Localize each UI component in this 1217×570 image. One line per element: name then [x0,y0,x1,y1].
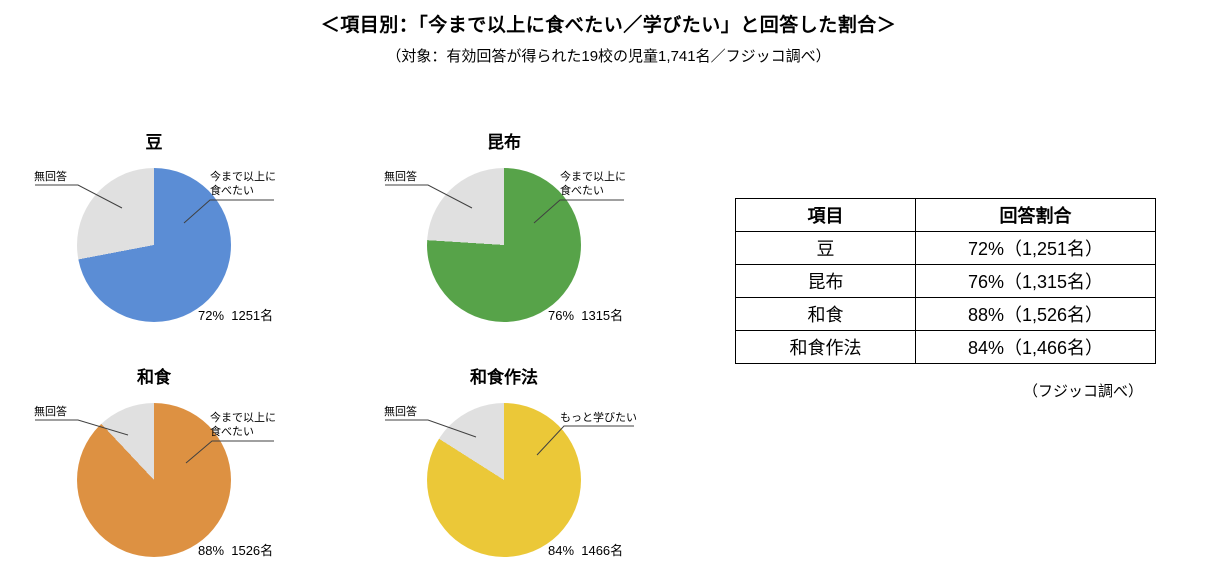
cell-item: 昆布 [735,264,916,298]
page-title: ＜項目別：「今まで以上に食べたい／学びたい」と回答した割合＞ [320,15,897,36]
header-rate: 回答割合 [915,198,1156,232]
stat-label: 84% 1466名 [548,543,624,558]
header: ＜項目別：「今まで以上に食べたい／学びたい」と回答した割合＞ （対象：有効回答が… [0,10,1217,66]
no-answer-label: 無回答 [34,171,67,183]
chart-title: 和食作法 [470,368,538,387]
table-header-row: 項目 回答割合 [735,198,1156,232]
cell-rate: 88%（1,526名） [915,297,1156,331]
pie [77,168,231,322]
stat-label: 76% 1315名 [548,308,624,323]
main-slice-label: 今まで以上に 食べたい [210,171,276,197]
cell-item: 和食作法 [735,330,916,364]
cell-rate: 72%（1,251名） [915,231,1156,265]
chart-title: 豆 [145,133,163,152]
main-slice-label: 今まで以上に 食べたい [210,412,276,438]
summary-table: 項目 回答割合 豆 72%（1,251名） 昆布 76%（1,315名） 和食 … [735,198,1156,364]
main-slice-label: 今まで以上に 食べたい [560,171,626,197]
page-subtitle: （対象：有効回答が得られた19校の児童1,741名／フジッコ調べ） [386,48,831,65]
table-row: 和食作法 84%（1,466名） [735,330,1156,364]
main-slice-label: もっと学びたい [560,412,637,424]
pie [427,168,581,322]
header-item: 項目 [735,198,916,232]
cell-item: 和食 [735,297,916,331]
table-row: 豆 72%（1,251名） [735,231,1156,265]
pie [427,403,581,557]
chart-title: 昆布 [487,133,521,152]
pie-chart-washoku: 和食 無回答 今まで以上に 食べたい 88% 1526名 [22,363,332,570]
cell-rate: 84%（1,466名） [915,330,1156,364]
stat-label: 72% 1251名 [198,308,274,323]
pie-chart-washoku-manners: 和食作法 無回答 もっと学びたい 84% 1466名 [372,363,682,570]
pie-chart-kombu: 昆布 無回答 今まで以上に 食べたい 76% 1315名 [372,128,682,350]
table-row: 昆布 76%（1,315名） [735,264,1156,298]
pie [77,403,231,557]
table-footnote: （フジッコ調べ） [1022,383,1143,400]
stat-label: 88% 1526名 [198,543,274,558]
table-row: 和食 88%（1,526名） [735,297,1156,331]
no-answer-label: 無回答 [384,171,417,183]
no-answer-label: 無回答 [384,406,417,418]
summary-table-area: 項目 回答割合 豆 72%（1,251名） 昆布 76%（1,315名） 和食 … [735,198,1156,401]
pie-chart-beans: 豆 無回答 今まで以上に 食べたい 72% 1251名 [22,128,332,350]
no-answer-label: 無回答 [34,406,67,418]
cell-rate: 76%（1,315名） [915,264,1156,298]
cell-item: 豆 [735,231,916,265]
chart-title: 和食 [137,368,171,387]
